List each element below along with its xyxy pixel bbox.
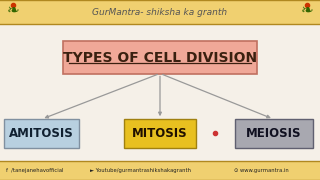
- Text: AMITOSIS: AMITOSIS: [9, 127, 74, 140]
- Bar: [0, 0, 320, 24]
- FancyBboxPatch shape: [235, 119, 313, 148]
- Text: ⊙ www.gurmantra.in: ⊙ www.gurmantra.in: [234, 168, 288, 173]
- Text: ► Youtube/gurmantrashikshakagranth: ► Youtube/gurmantrashikshakagranth: [90, 168, 191, 173]
- Text: MITOSIS: MITOSIS: [132, 127, 188, 140]
- Text: TYPES OF CELL DIVISION: TYPES OF CELL DIVISION: [63, 51, 257, 65]
- FancyBboxPatch shape: [124, 119, 196, 148]
- Text: f  /tanejanehavofficial: f /tanejanehavofficial: [6, 168, 64, 173]
- Bar: [0, 161, 320, 180]
- FancyBboxPatch shape: [63, 41, 257, 74]
- FancyBboxPatch shape: [4, 119, 79, 148]
- Text: ❧: ❧: [6, 3, 19, 18]
- Text: GurMantra- shiksha ka granth: GurMantra- shiksha ka granth: [92, 8, 228, 17]
- Text: MEIOSIS: MEIOSIS: [246, 127, 301, 140]
- Text: ❧: ❧: [301, 3, 314, 18]
